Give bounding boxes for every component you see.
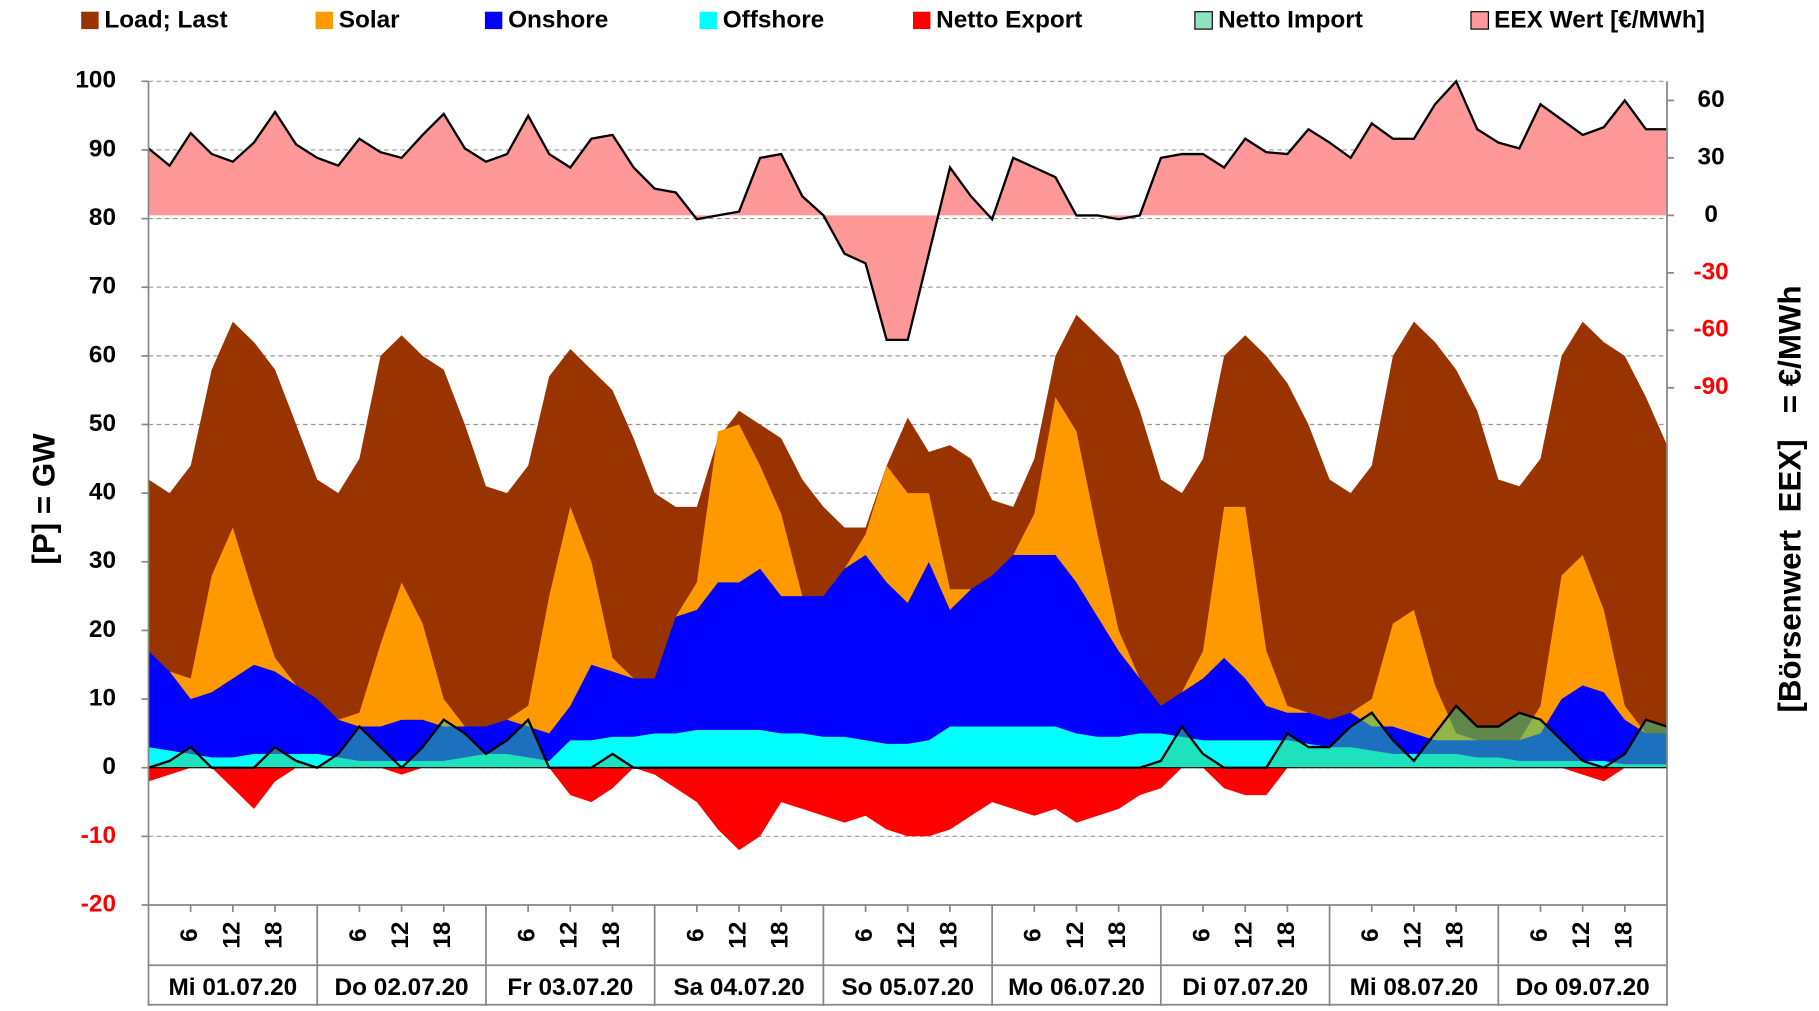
legend-swatch: [1194, 11, 1213, 30]
legend-label: Load; Last: [104, 6, 227, 33]
y-axis-title: [P] = GW: [27, 433, 62, 565]
x-tick-label: 6: [1526, 928, 1553, 942]
y-tick-label: 60: [89, 341, 116, 368]
y-tick-label: 50: [89, 410, 116, 437]
legend-swatch: [81, 11, 99, 30]
y2-tick-label: -30: [1694, 258, 1729, 285]
day-label: Di 07.07.20: [1182, 974, 1308, 1001]
x-tick-label: 6: [851, 928, 878, 942]
y2-tick-label: 60: [1698, 86, 1725, 113]
y-tick-label: 30: [89, 547, 116, 574]
legend-label: Offshore: [723, 6, 825, 33]
x-tick-label: 18: [260, 922, 287, 949]
x-tick-label: 12: [893, 922, 920, 949]
x-tick-label: 12: [387, 922, 414, 949]
area: [148, 397, 1668, 741]
y2-tick-label: -90: [1694, 373, 1729, 400]
x-tick-label: 12: [1231, 922, 1258, 949]
x-tick-label: 6: [1357, 928, 1384, 942]
x-tick-label: 6: [514, 928, 541, 942]
x-tick-label: 6: [1188, 928, 1215, 942]
x-tick-label: 12: [556, 922, 583, 949]
day-label: So 05.07.20: [841, 974, 974, 1001]
x-tick-label: 18: [429, 922, 456, 949]
y-tick-label: 10: [89, 684, 116, 711]
y-tick-label: 20: [89, 616, 116, 643]
y2-tick-label: 30: [1698, 143, 1725, 170]
x-tick-label: 18: [1104, 922, 1131, 949]
x-tick-label: 12: [1399, 922, 1426, 949]
y-tick-label: 40: [89, 479, 116, 506]
y-tick-label: -10: [81, 822, 116, 849]
x-tick-label: 18: [935, 922, 962, 949]
x-tick-label: 6: [176, 928, 203, 942]
x-tick-label: 6: [345, 928, 372, 942]
legend-label: Solar: [339, 6, 400, 33]
day-label: Do 09.07.20: [1516, 974, 1650, 1001]
legend-swatch: [484, 11, 503, 30]
area: [148, 767, 1668, 851]
area-outline: [147, 79, 1668, 342]
y-tick-label: 0: [102, 753, 116, 780]
x-tick-label: 18: [598, 922, 625, 949]
legend-label: Netto Export: [936, 6, 1082, 33]
day-label: Mi 01.07.20: [169, 974, 298, 1001]
area: [148, 81, 1668, 340]
day-label: Sa 04.07.20: [673, 974, 804, 1001]
day-label: Mo 06.07.20: [1008, 974, 1145, 1001]
legend-swatch: [315, 11, 333, 30]
y-tick-label: 100: [75, 67, 116, 94]
x-tick-label: 18: [767, 922, 794, 949]
x-tick-label: 12: [724, 922, 751, 949]
x-tick-label: 12: [1062, 922, 1089, 949]
y2-axis-title: [Börsenwert EEX] = €/MWh: [1773, 285, 1808, 712]
x-tick-label: 12: [218, 922, 245, 949]
y2-tick-label: 0: [1704, 201, 1718, 228]
y-tick-label: 80: [89, 204, 116, 231]
x-tick-label: 12: [1568, 922, 1595, 949]
area: [148, 554, 1668, 765]
day-label: Mi 08.07.20: [1350, 974, 1479, 1001]
y-tick-label: 70: [89, 273, 116, 300]
legend-label: Onshore: [508, 6, 608, 33]
x-tick-label: 18: [1442, 922, 1469, 949]
y2-tick-label: -60: [1694, 316, 1729, 343]
x-tick-label: 6: [1020, 928, 1047, 942]
legend-swatch: [1470, 11, 1489, 30]
x-tick-label: 18: [1610, 922, 1637, 949]
legend-label: EEX Wert [€/MWh]: [1494, 6, 1705, 33]
legend-label: Netto Import: [1218, 6, 1363, 33]
x-tick-label: 6: [682, 928, 709, 942]
y-tick-label: 90: [89, 135, 116, 162]
legend-swatch: [699, 11, 717, 30]
day-label: Do 02.07.20: [335, 974, 469, 1001]
x-tick-label: 18: [1273, 922, 1300, 949]
y-tick-label: -20: [81, 890, 116, 917]
day-label: Fr 03.07.20: [507, 974, 633, 1001]
legend-swatch: [912, 11, 931, 30]
